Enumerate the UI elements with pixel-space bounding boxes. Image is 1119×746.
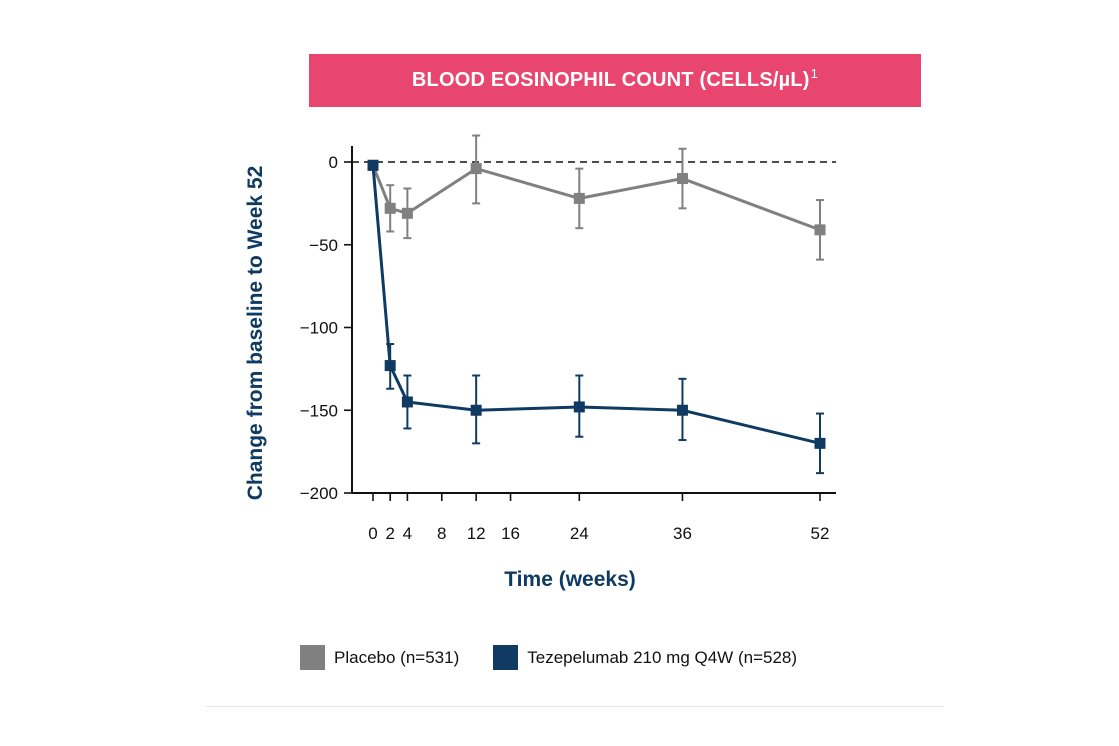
x-tick-label: 36 <box>673 524 692 543</box>
x-tick-label: 16 <box>501 524 520 543</box>
data-point <box>814 224 826 236</box>
data-point <box>367 159 379 171</box>
data-point <box>573 401 585 413</box>
series-line <box>371 164 821 232</box>
legend-item-tezepelumab: Tezepelumab 210 mg Q4W (n=528) <box>493 645 797 670</box>
data-point <box>401 207 413 219</box>
x-axis-title: Time (weeks) <box>504 568 636 591</box>
x-tick-label: 12 <box>467 524 486 543</box>
x-tick-label: 0 <box>368 524 377 543</box>
legend: Placebo (n=531) Tezepelumab 210 mg Q4W (… <box>300 645 831 670</box>
y-tick-label: −50 <box>309 236 338 255</box>
chart-title-banner: BLOOD EOSINOPHIL COUNT (CELLS/µL) 1 <box>309 54 921 107</box>
legend-swatch-tezepelumab <box>493 645 519 670</box>
chart-title-superscript: 1 <box>810 66 819 81</box>
data-point <box>384 202 396 214</box>
data-point <box>470 163 482 175</box>
series-layer <box>367 134 826 475</box>
x-tick-label: 24 <box>570 524 589 543</box>
x-tick-label: 2 <box>385 524 394 543</box>
axes <box>351 146 836 494</box>
x-tick-label: 52 <box>811 524 830 543</box>
chart-title: BLOOD EOSINOPHIL COUNT (CELLS/µL) <box>411 69 810 91</box>
data-point <box>814 437 826 449</box>
y-tick-label: −100 <box>300 319 338 338</box>
data-point <box>573 192 585 204</box>
series-0 <box>367 134 826 261</box>
y-axis-title: Change from baseline to Week 52 <box>244 166 267 501</box>
legend-label-tezepelumab: Tezepelumab 210 mg Q4W (n=528) <box>527 647 798 667</box>
x-tick-label: 4 <box>403 524 412 543</box>
data-point <box>470 404 482 416</box>
y-tick-label: 0 <box>329 153 338 172</box>
footer-divider <box>206 706 944 707</box>
x-tick-label: 8 <box>437 524 446 543</box>
y-tick-label: −150 <box>300 401 338 420</box>
y-tick-label: −200 <box>300 484 338 503</box>
data-point <box>676 404 688 416</box>
data-point <box>676 173 688 185</box>
series-line <box>371 165 821 445</box>
legend-swatch-placebo <box>300 645 325 670</box>
data-point <box>384 360 396 372</box>
series-1 <box>367 159 826 475</box>
data-point <box>401 396 413 408</box>
legend-item-placebo: Placebo (n=531) <box>300 645 459 670</box>
legend-label-placebo: Placebo (n=531) <box>334 647 460 667</box>
